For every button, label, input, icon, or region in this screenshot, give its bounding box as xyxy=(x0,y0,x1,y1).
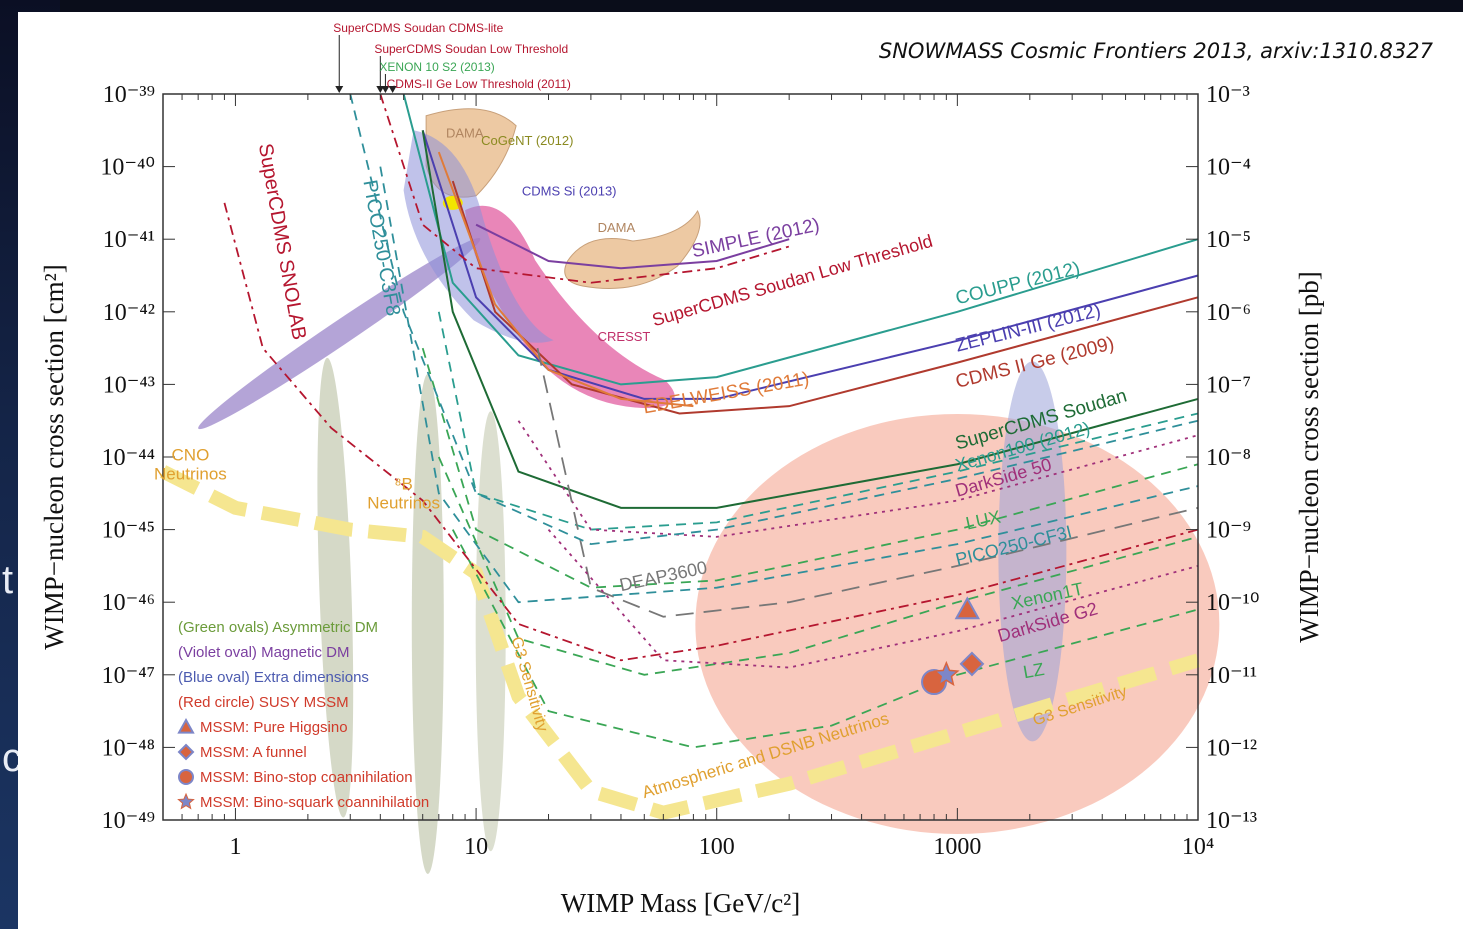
legend-entry: (Red circle) SUSY MSSM xyxy=(178,694,349,711)
y-axis-label-right: WIMP−nucleon cross section [pb] xyxy=(1294,271,1324,642)
magnetic-dm-oval xyxy=(198,237,481,430)
top-annotation-supercdms-soudan-low-threshold: SuperCDMS Soudan Low Threshold xyxy=(374,42,568,56)
y-tick-label-left: 10⁻⁴⁴ xyxy=(102,445,155,471)
x-tick-label: 10 xyxy=(464,834,488,860)
chart-title: SNOWMASS Cosmic Frontiers 2013, arxiv:13… xyxy=(879,39,1434,63)
curve-supercdms-soudan-low-threshold xyxy=(379,93,790,284)
x-tick-label: 10⁴ xyxy=(1182,834,1214,860)
legend-marker-triangle xyxy=(177,717,195,734)
neutrino-floor-band xyxy=(159,465,1201,820)
susy-mssm-circle xyxy=(695,413,1220,834)
y-tick-label-left: 10⁻⁴¹ xyxy=(103,227,155,253)
curve-deap3600 xyxy=(536,347,1199,618)
x-tick-label: 1000 xyxy=(933,834,981,860)
y-tick-label-left: 10⁻⁴⁹ xyxy=(102,808,155,834)
region-label-dama: DAMA xyxy=(446,126,484,141)
curve-supercdms-snolab xyxy=(223,202,1199,662)
cno-neutrinos-label: CNO Neutrinos xyxy=(154,446,227,484)
y-tick-label-right: 10⁻⁶ xyxy=(1206,300,1251,326)
b8-neutrinos-label: ⁸B Neutrinos xyxy=(367,475,440,513)
curve-xenon100-2012 xyxy=(437,311,1199,531)
y-tick-label-right: 10⁻⁵ xyxy=(1206,227,1251,253)
curve-zeplin-iii-2012 xyxy=(421,129,1199,400)
slide-fragment-1: t xyxy=(2,558,14,602)
curve-label-supercdms-snolab: SuperCDMS SNOLAB xyxy=(254,142,310,342)
y-tick-label-right: 10⁻¹² xyxy=(1206,735,1257,761)
y-tick-label-left: 10⁻⁴² xyxy=(103,300,155,326)
curve-simple-2012 xyxy=(475,223,790,270)
slide-fragment-2: c xyxy=(2,736,22,780)
mssm-a-funnel-marker xyxy=(959,651,985,677)
curve-darkside-50 xyxy=(517,420,1199,538)
legend-entry: (Violet oval) Magnetic DM xyxy=(178,644,349,661)
y-tick-label-left: 10⁻⁴³ xyxy=(103,372,155,398)
legend-marker-diamond xyxy=(177,743,195,761)
y-tick-label-right: 10⁻⁸ xyxy=(1206,445,1251,471)
top-annotation-arrowhead xyxy=(335,86,344,93)
chart-panel: SNOWMASS Cosmic Frontiers 2013, arxiv:13… xyxy=(18,12,1463,929)
region-label-cogent-2012: CoGeNT (2012) xyxy=(481,133,573,148)
curve-lz xyxy=(451,529,1199,749)
mssm-pure-higgsino-marker xyxy=(954,596,981,620)
y-tick-label-right: 10⁻⁴ xyxy=(1206,155,1251,181)
legend-entry: MSSM: Pure Higgsino xyxy=(200,719,348,736)
asymmetric-dm-oval-1 xyxy=(317,357,354,818)
curve-label-pico250-c3f8: PICO250-C3F8 xyxy=(358,178,404,318)
curve-lux xyxy=(421,347,1199,589)
curve-supercdms-soudan xyxy=(421,130,1199,509)
curve-label-lz: LZ xyxy=(1022,659,1046,682)
y-tick-label-left: 10⁻⁴⁰ xyxy=(100,155,155,181)
top-annotation-cdms-ii-ge-low-threshold-2011: CDMS-II Ge Low Threshold (2011) xyxy=(387,77,571,91)
y-tick-label-left: 10⁻⁴⁶ xyxy=(102,590,155,616)
cresst-region xyxy=(465,205,675,409)
curve-pico250-c3f8 xyxy=(349,93,1199,546)
curve-edelweiss-2011 xyxy=(437,151,694,408)
legend-entry: MSSM: A funnel xyxy=(200,744,307,761)
wimp-limit-plot: SNOWMASS Cosmic Frontiers 2013, arxiv:13… xyxy=(39,21,1434,918)
region-label-dama: DAMA xyxy=(598,220,636,235)
top-annotation-xenon-10-s2-2013: XENON 10 S2 (2013) xyxy=(379,60,494,74)
legend-marker-star xyxy=(177,792,195,810)
dama-region-2 xyxy=(564,209,701,289)
y-tick-label-right: 10⁻¹³ xyxy=(1206,808,1257,834)
x-tick-label: 100 xyxy=(699,834,735,860)
legend-entry: MSSM: Bino-stop coannihilation xyxy=(200,769,413,786)
y-tick-label-left: 10⁻⁴⁸ xyxy=(102,735,155,761)
top-annotation-supercdms-soudan-cdms-lite: SuperCDMS Soudan CDMS-lite xyxy=(333,21,503,35)
curve-cdms-ii-ge-2009 xyxy=(451,180,1199,415)
region-label-cdms-si-2013: CDMS Si (2013) xyxy=(522,184,617,199)
curve-label-deap3600: DEAP3600 xyxy=(618,557,709,595)
y-tick-label-right: 10⁻¹⁰ xyxy=(1206,590,1259,616)
top-annotation-arrowhead xyxy=(376,86,385,93)
x-tick-label: 1 xyxy=(229,834,241,860)
y-tick-label-right: 10⁻⁹ xyxy=(1206,518,1251,544)
legend-entry: (Blue oval) Extra dimensions xyxy=(178,669,369,686)
y-tick-label-left: 10⁻⁴⁵ xyxy=(102,518,155,544)
y-tick-label-right: 10⁻³ xyxy=(1206,82,1250,108)
region-label-cresst: CRESST xyxy=(598,329,651,344)
curve-label-simple-2012: SIMPLE (2012) xyxy=(690,215,821,263)
cdms-si-region xyxy=(403,130,554,343)
legend-entry: MSSM: Bino-squark coannihilation xyxy=(200,794,429,811)
y-tick-label-left: 10⁻⁴⁷ xyxy=(102,663,155,689)
top-annotation-arrowhead xyxy=(381,86,390,93)
x-axis-label: WIMP Mass [GeV/c²] xyxy=(561,888,801,918)
top-annotation-arrowhead xyxy=(388,86,397,93)
y-axis-label-left: WIMP−nucleon cross section [cm²] xyxy=(39,264,69,649)
mssm-bino-squark-marker xyxy=(933,660,960,687)
curve-label-coupp-2012: COUPP (2012) xyxy=(953,258,1082,309)
y-tick-label-left: 10⁻³⁹ xyxy=(103,82,155,108)
y-tick-label-right: 10⁻¹¹ xyxy=(1206,663,1257,689)
legend-marker-circle xyxy=(178,769,194,785)
curve-coupp-2012 xyxy=(402,93,1199,386)
curve-pico250-cf3i xyxy=(379,166,1199,604)
legend-entry: (Green ovals) Asymmetric DM xyxy=(178,619,378,636)
y-tick-label-right: 10⁻⁷ xyxy=(1206,372,1251,398)
